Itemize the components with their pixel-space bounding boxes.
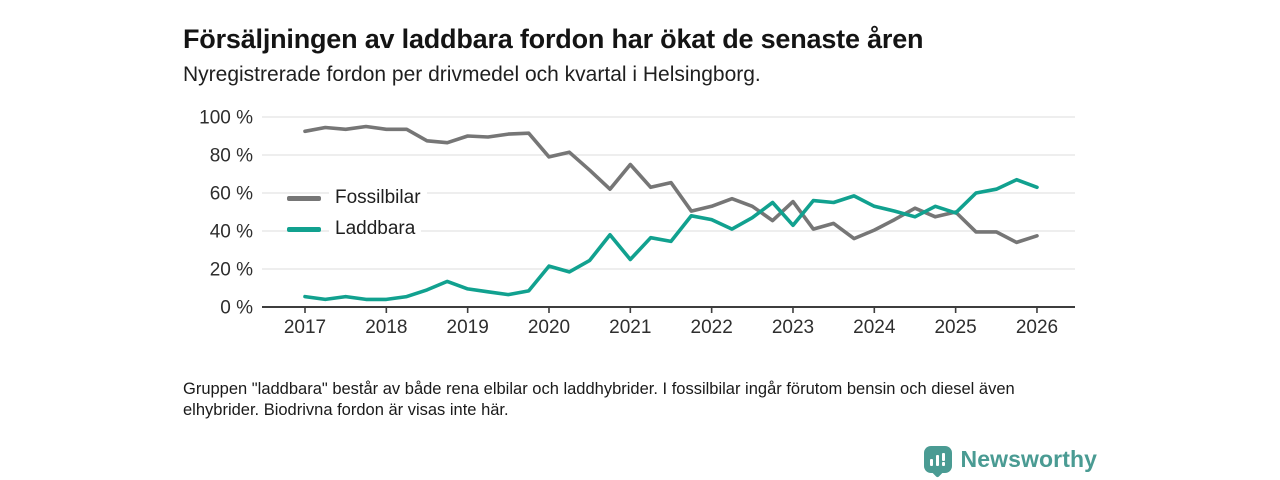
page-title: Försäljningen av laddbara fordon har öka… [183, 24, 924, 55]
svg-text:2017: 2017 [284, 317, 326, 338]
newsworthy-logo-text: Newsworthy [960, 446, 1097, 472]
svg-text:2019: 2019 [447, 317, 489, 338]
fossilbilar-line-swatch-icon [287, 195, 321, 201]
svg-text:2022: 2022 [691, 317, 733, 338]
laddbara-line-swatch-icon [287, 226, 321, 232]
legend-label: Fossilbilar [329, 186, 427, 210]
chart-legend: Fossilbilar Laddbara [287, 186, 427, 241]
bar-chart-badge-icon [923, 446, 952, 473]
svg-text:2021: 2021 [609, 317, 651, 338]
chart-footnote: Gruppen "laddbara" består av både rena e… [183, 380, 1015, 419]
svg-text:20 %: 20 % [210, 260, 253, 281]
legend-item-fossilbilar: Fossilbilar [287, 186, 427, 210]
svg-text:2026: 2026 [1016, 317, 1058, 338]
svg-text:40 %: 40 % [210, 222, 253, 243]
svg-text:60 %: 60 % [210, 184, 253, 205]
svg-text:0 %: 0 % [220, 298, 253, 319]
newsworthy-logo[interactable]: Newsworthy [923, 446, 1097, 473]
svg-text:2024: 2024 [853, 317, 896, 338]
chart-subtitle: Nyregistrerade fordon per drivmedel och … [183, 63, 761, 86]
svg-text:2023: 2023 [772, 317, 814, 338]
svg-text:2020: 2020 [528, 317, 570, 338]
svg-text:100 %: 100 % [199, 108, 253, 129]
svg-text:2025: 2025 [934, 317, 976, 338]
svg-text:2018: 2018 [365, 317, 407, 338]
legend-item-laddbara: Laddbara [287, 217, 427, 241]
legend-label: Laddbara [329, 217, 422, 241]
svg-text:80 %: 80 % [210, 146, 253, 167]
